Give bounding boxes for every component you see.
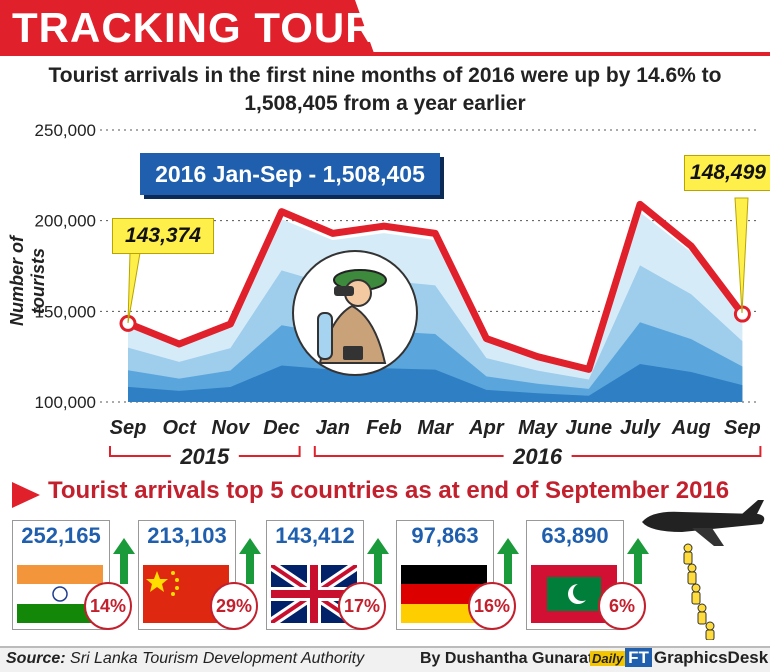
x-tick-label: Feb — [366, 417, 402, 439]
country-arrivals-value: 252,165 — [21, 523, 101, 548]
country-arrivals-value: 97,863 — [411, 523, 479, 548]
brand-logo: Daily FT GraphicsDesk — [590, 648, 768, 668]
x-tick-label: Sep — [110, 417, 147, 439]
growth-percent-badge: 6% — [598, 582, 646, 630]
total-banner: 2016 Jan-Sep - 1,508,405 — [140, 153, 440, 195]
x-tick-label: Apr — [468, 417, 505, 439]
country-arrivals-value: 213,103 — [147, 523, 227, 548]
country-arrivals-value: 143,412 — [275, 523, 355, 548]
source-line: Source: Sri Lanka Tourism Development Au… — [6, 650, 364, 668]
year-label: 2016 — [512, 444, 563, 469]
source-label: Source: — [6, 650, 66, 667]
growth-percent-badge: 14% — [84, 582, 132, 630]
up-arrow-icon — [113, 538, 135, 584]
area-layer-3 — [128, 364, 743, 402]
title-bar — [0, 0, 770, 56]
growth-percent-badge: 17% — [338, 582, 386, 630]
x-tick-label: July — [620, 417, 661, 439]
x-tick-label: Nov — [212, 417, 252, 439]
callout-end-value: 148,499 — [684, 155, 770, 191]
credit-line: By Dushantha Gunaratne/ — [420, 650, 617, 667]
country-arrivals-value: 63,890 — [541, 523, 609, 548]
x-tick-label: Jan — [316, 417, 350, 439]
brand-ft: FT — [625, 648, 652, 667]
x-tick-label: May — [518, 417, 558, 439]
brand-graphicsdesk: GraphicsDesk — [653, 648, 769, 667]
airplane-icon — [642, 500, 765, 640]
y-tick-label: 200,000 — [35, 212, 96, 231]
y-tick-label: 100,000 — [35, 393, 96, 412]
countries-title: Tourist arrivals top 5 countries as at e… — [48, 477, 730, 504]
up-arrow-icon — [497, 538, 519, 584]
x-tick-label: Aug — [671, 417, 711, 439]
callout-start-value: 143,374 — [112, 218, 214, 254]
page-title: TRACKING TOURISTS — [12, 4, 474, 51]
source-text: Sri Lanka Tourism Development Authority — [70, 650, 365, 667]
growth-percent-badge: 16% — [468, 582, 516, 630]
up-arrow-icon — [367, 538, 389, 584]
y-tick-label: 150,000 — [35, 302, 96, 321]
y-axis-title: Number of tourists — [7, 236, 48, 326]
up-arrow-icon — [627, 538, 649, 584]
arrivals-line-chart: 100,000 150,000 200,000 250,000 Sep Oct Nov De… — [35, 121, 762, 470]
germany-flag-icon — [401, 565, 487, 623]
section-pointer-icon — [12, 482, 40, 508]
year-label-bg — [503, 442, 572, 470]
queue-people-icon — [683, 543, 715, 640]
y-tick-label: 250,000 — [35, 121, 96, 140]
series-line — [126, 200, 746, 373]
year-label-bg — [170, 442, 239, 470]
x-tick-label: Sep — [724, 417, 761, 439]
tourist-with-binoculars-icon — [292, 250, 418, 376]
year-label: 2015 — [179, 444, 230, 469]
up-arrow-icon — [239, 538, 261, 584]
chart-subtitle: Tourist arrivals in the first nine month… — [48, 64, 722, 115]
x-tick-label: Dec — [263, 417, 300, 439]
brand-daily: Daily — [590, 651, 626, 666]
growth-percent-badge: 29% — [210, 582, 258, 630]
x-tick-label: Mar — [417, 417, 454, 439]
x-tick-label: June — [565, 417, 612, 439]
x-tick-label: Oct — [163, 417, 198, 439]
india-flag-icon — [17, 565, 103, 623]
